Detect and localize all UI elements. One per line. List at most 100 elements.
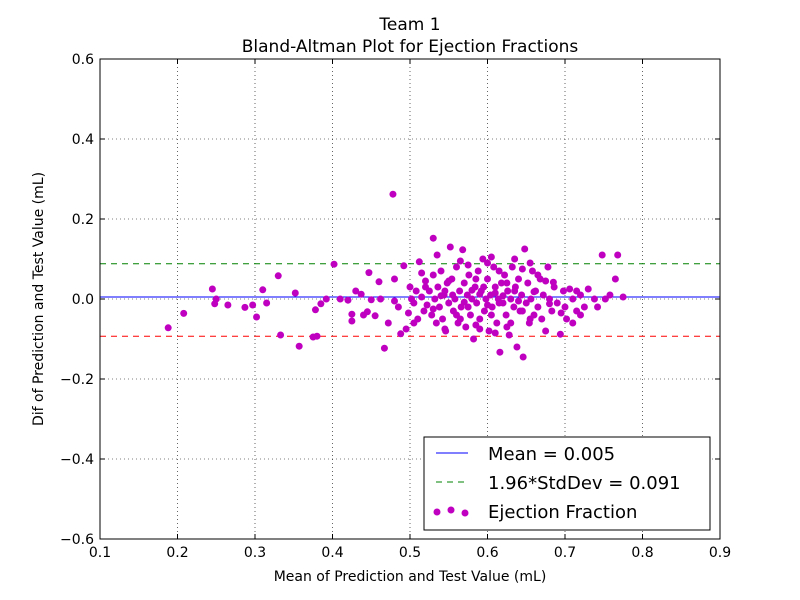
data-point-43 (404, 309, 412, 317)
data-point-201 (573, 287, 581, 295)
data-point-1 (180, 309, 188, 317)
data-point-145 (601, 295, 609, 303)
data-point-16 (311, 306, 319, 314)
data-point-163 (491, 289, 499, 297)
x-axis-label: Mean of Prediction and Test Value (mL) (274, 569, 547, 585)
data-point-192 (441, 325, 449, 333)
x-tick-label-5: 0.6 (476, 545, 498, 561)
data-point-183 (569, 319, 577, 327)
data-point-162 (476, 290, 484, 298)
legend: Mean = 0.005 1.96*StdDev = 0.091 Ejectio… (423, 436, 711, 531)
data-point-91 (484, 275, 491, 283)
data-point-195 (487, 253, 495, 261)
data-point-67 (446, 243, 454, 251)
data-point-120 (528, 267, 536, 275)
data-point-12 (277, 331, 285, 339)
chart-subtitle: Bland-Altman Plot for Ejection Fractions (242, 37, 579, 57)
data-point-166 (468, 286, 476, 294)
data-point-144 (598, 251, 606, 259)
data-point-169 (530, 288, 538, 296)
data-point-84 (473, 299, 481, 307)
legend-marker-1 (433, 508, 441, 516)
legend-mean-label: Mean = 0.005 (488, 444, 615, 465)
data-point-100 (497, 279, 505, 287)
data-point-190 (418, 269, 426, 277)
data-point-21 (336, 295, 344, 303)
data-point-171 (429, 305, 437, 313)
data-point-26 (357, 290, 365, 298)
data-point-149 (619, 293, 627, 301)
data-point-66 (445, 299, 453, 307)
data-point-90 (482, 295, 490, 303)
data-point-129 (546, 295, 553, 303)
data-point-42 (402, 325, 410, 333)
data-point-194 (472, 321, 480, 329)
y-tick-label-4: 0.2 (72, 212, 94, 228)
data-point-23 (348, 310, 356, 318)
data-point-34 (380, 344, 388, 352)
data-point-14 (295, 342, 303, 350)
x-tick-label-3: 0.4 (321, 545, 343, 561)
data-point-33 (377, 295, 385, 303)
data-point-20 (330, 260, 338, 268)
legend-marker-2 (447, 506, 455, 514)
data-point-50 (420, 307, 428, 315)
data-point-6 (241, 303, 249, 311)
data-point-25 (352, 287, 360, 295)
data-point-181 (549, 278, 557, 286)
data-point-58 (432, 319, 440, 327)
data-point-159 (495, 299, 503, 307)
data-point-81 (468, 295, 476, 303)
data-point-164 (499, 292, 507, 300)
data-point-106 (507, 295, 515, 303)
data-point-0 (164, 324, 172, 332)
data-point-35 (384, 319, 392, 327)
data-point-61 (437, 267, 445, 275)
data-point-157 (464, 303, 472, 311)
x-tick-label-8: 0.9 (709, 545, 731, 561)
legend-box (423, 436, 711, 531)
data-point-141 (584, 285, 592, 293)
legend-marker-3 (461, 509, 469, 517)
x-tick-label-6: 0.7 (554, 545, 576, 561)
y-tick-label-2: −0.2 (60, 372, 94, 388)
data-point-56 (429, 271, 437, 279)
data-point-10 (263, 299, 271, 307)
data-point-170 (546, 300, 553, 308)
y-tick-label-3: 0.0 (72, 292, 94, 308)
data-point-45 (410, 299, 418, 307)
data-point-187 (507, 319, 515, 327)
data-point-57 (431, 295, 439, 303)
y-axis-label: Dif of Prediction and Test Value (mL) (31, 172, 47, 426)
data-point-9 (259, 286, 267, 294)
data-point-76 (460, 279, 468, 287)
data-point-54 (428, 311, 436, 319)
data-point-155 (518, 307, 526, 315)
data-point-97 (493, 319, 501, 327)
data-point-71 (453, 263, 460, 271)
y-tick-label-1: −0.4 (60, 452, 94, 468)
data-point-31 (371, 312, 379, 320)
data-point-153 (487, 311, 495, 319)
x-tick-label-2: 0.3 (244, 545, 266, 561)
data-point-55 (429, 234, 437, 242)
legend-points-label: Ejection Fraction (488, 502, 637, 523)
data-point-105 (505, 331, 513, 339)
data-point-82 (470, 335, 478, 343)
data-point-73 (456, 287, 464, 295)
data-point-29 (365, 269, 373, 277)
data-point-116 (522, 299, 530, 307)
data-point-160 (511, 287, 519, 295)
data-point-128 (544, 263, 552, 271)
data-point-146 (606, 291, 614, 299)
data-point-180 (534, 271, 542, 279)
data-point-32 (375, 278, 383, 286)
data-point-19 (322, 295, 330, 303)
data-point-88 (479, 255, 487, 263)
data-point-102 (501, 271, 509, 279)
data-point-59 (434, 283, 442, 291)
data-point-188 (406, 283, 414, 291)
data-point-11 (274, 272, 282, 280)
data-point-95 (490, 263, 498, 271)
